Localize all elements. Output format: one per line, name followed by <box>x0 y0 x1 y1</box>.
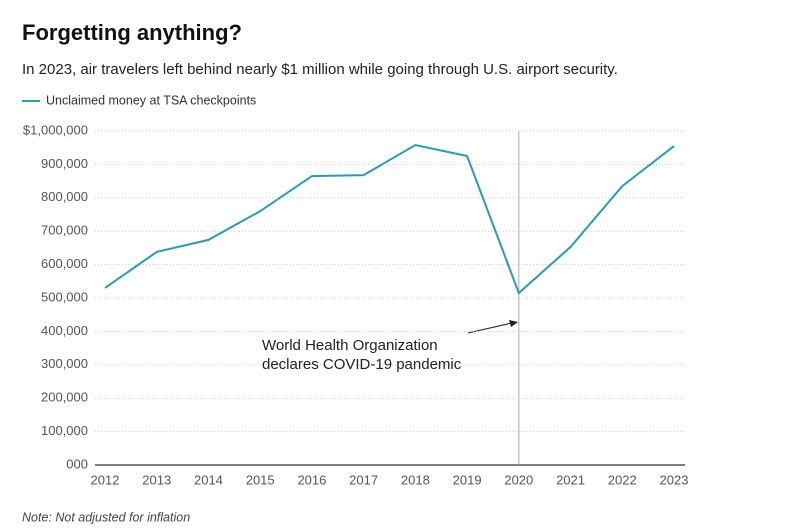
x-tick-label: 2019 <box>453 472 482 487</box>
y-tick-label: 200,000 <box>41 390 88 405</box>
y-tick-label: 900,000 <box>41 156 88 171</box>
note: Note: Not adjusted for inflation <box>22 510 190 524</box>
x-tick-label: 2012 <box>91 472 120 487</box>
x-tick-label: 2014 <box>194 472 223 487</box>
annotation-arrowhead <box>509 320 518 327</box>
x-tick-label: 2022 <box>608 472 637 487</box>
y-tick-label: 700,000 <box>41 223 88 238</box>
annotation-arrow <box>467 322 513 334</box>
annotation-text: World Health Organization <box>262 337 438 354</box>
y-tick-label: 400,000 <box>41 323 88 338</box>
y-tick-label: 500,000 <box>41 289 88 304</box>
x-tick-label: 2015 <box>246 472 275 487</box>
x-tick-label: 2017 <box>349 472 378 487</box>
y-tick-label: 600,000 <box>41 256 88 271</box>
annotation-text: declares COVID-19 pandemic <box>262 356 462 373</box>
x-tick-label: 2018 <box>401 472 430 487</box>
x-tick-label: 2013 <box>142 472 171 487</box>
y-tick-label: 300,000 <box>41 356 88 371</box>
x-tick-label: 2016 <box>297 472 326 487</box>
data-line <box>104 143 675 295</box>
y-tick-label: 100,000 <box>41 423 88 438</box>
chart-subtitle: In 2023, air travelers left behind nearl… <box>22 61 618 78</box>
legend-label: Unclaimed money at TSA checkpoints <box>46 93 256 107</box>
y-tick-label: $1,000,000 <box>23 122 88 137</box>
y-tick-label: 800,000 <box>41 189 88 204</box>
y-tick-label: 000 <box>66 456 88 471</box>
x-tick-label: 2021 <box>556 472 585 487</box>
x-tick-label: 2020 <box>504 472 533 487</box>
chart-title: Forgetting anything? <box>22 20 242 45</box>
x-tick-label: 2023 <box>660 472 689 487</box>
